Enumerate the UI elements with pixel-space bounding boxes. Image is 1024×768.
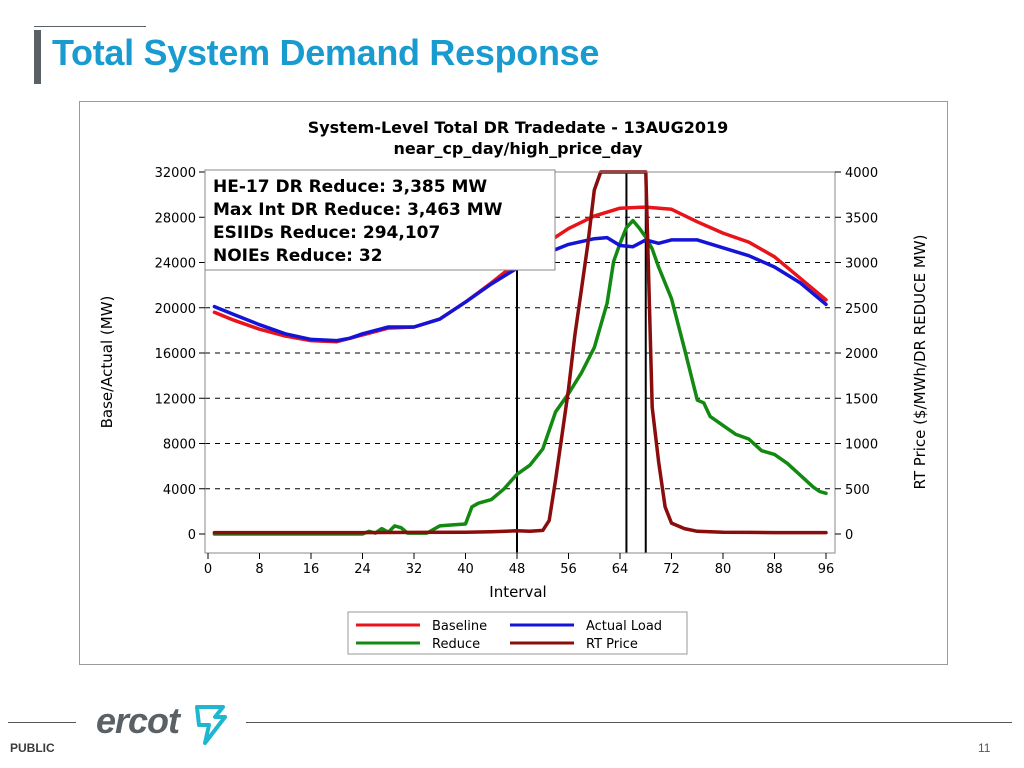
annotation-line-1: HE-17 DR Reduce: 3,385 MW [213, 177, 487, 197]
chart-subtitle: near_cp_day/high_price_day [394, 139, 644, 158]
y2-tick-label: 1500 [845, 392, 878, 407]
ercot-logo: ercot [96, 700, 180, 741]
x-tick-label: 48 [509, 562, 526, 577]
y2-tick-label: 2500 [845, 302, 878, 317]
footer-rule-right [246, 722, 1012, 723]
footer-public-label: PUBLIC [10, 741, 55, 755]
x-tick-label: 16 [303, 562, 320, 577]
annotation-line-3: ESIIDs Reduce: 294,107 [213, 223, 440, 243]
y-tick-label: 4000 [163, 483, 196, 498]
chart-frame: System-Level Total DR Tradedate - 13AUG2… [79, 101, 948, 665]
page-number: 11 [978, 741, 991, 755]
series-line-reduce [212, 218, 828, 536]
title-accent-bar [34, 30, 41, 84]
y-tick-label: 0 [188, 528, 196, 543]
y-tick-label: 20000 [155, 302, 196, 317]
x-tick-label: 32 [406, 562, 423, 577]
y2-tick-label: 1000 [845, 438, 878, 453]
series-line-rt-price [212, 170, 828, 535]
x-tick-label: 88 [766, 562, 783, 577]
y-tick-label: 12000 [155, 392, 196, 407]
footer-rule-left [8, 722, 76, 723]
y2-tick-label: 4000 [845, 166, 878, 181]
x-axis-label: Interval [489, 583, 546, 601]
y-tick-label: 16000 [155, 347, 196, 362]
y-axis-label: Base/Actual (MW) [98, 296, 116, 429]
y-tick-label: 32000 [155, 166, 196, 181]
y2-tick-label: 2000 [845, 347, 878, 362]
x-tick-label: 96 [818, 562, 835, 577]
y2-tick-label: 0 [845, 528, 853, 543]
chart-svg: System-Level Total DR Tradedate - 13AUG2… [98, 118, 929, 655]
ercot-logo-mark-icon [195, 705, 227, 745]
annotation-box: HE-17 DR Reduce: 3,385 MW Max Int DR Red… [204, 169, 556, 271]
x-tick-label: 0 [204, 562, 212, 577]
legend-box [347, 611, 688, 655]
legend: Baseline Actual Load Reduce RT Price [347, 611, 688, 655]
y2-tick-label: 3500 [845, 211, 878, 226]
y2-tick-label: 3000 [845, 257, 878, 272]
x-tick-label: 8 [255, 562, 263, 577]
legend-label-actual-load: Actual Load [586, 619, 662, 634]
x-tick-label: 24 [354, 562, 371, 577]
x-tick-label: 72 [663, 562, 680, 577]
legend-label-reduce: Reduce [432, 637, 480, 652]
y2-axis-label: RT Price ($/MWh/DR REDUCE MW) [911, 235, 929, 490]
slide-title: Total System Demand Response [52, 32, 600, 73]
annotation-line-4: NOIEs Reduce: 32 [213, 246, 383, 266]
y2-tick-label: 500 [845, 483, 870, 498]
axis-layer: 0400080001200016000200002400028000320000… [155, 166, 878, 577]
y-tick-label: 28000 [155, 211, 196, 226]
x-tick-label: 56 [560, 562, 577, 577]
chart-title: System-Level Total DR Tradedate - 13AUG2… [308, 118, 729, 137]
x-tick-label: 80 [715, 562, 732, 577]
x-tick-label: 64 [612, 562, 629, 577]
x-tick-label: 40 [457, 562, 474, 577]
title-top-rule [34, 26, 146, 27]
legend-label-baseline: Baseline [432, 619, 487, 634]
legend-label-rt-price: RT Price [586, 637, 638, 652]
y-tick-label: 24000 [155, 257, 196, 272]
y-tick-label: 8000 [163, 438, 196, 453]
annotation-line-2: Max Int DR Reduce: 3,463 MW [213, 200, 503, 220]
